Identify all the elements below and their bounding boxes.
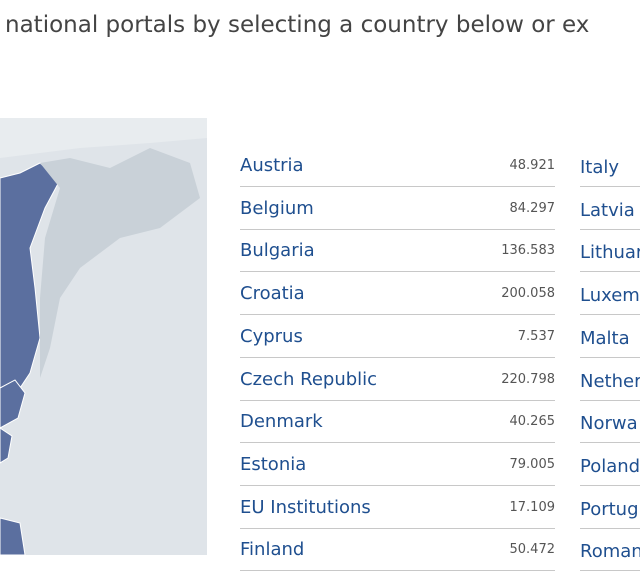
- row-divider: [240, 484, 555, 486]
- map-land: [0, 427, 13, 464]
- country-count: 84.297: [509, 200, 556, 216]
- map: [0, 118, 207, 555]
- country-link[interactable]: Finland: [240, 539, 305, 561]
- row-divider: [240, 186, 555, 187]
- country-link[interactable]: Roman: [580, 541, 640, 563]
- country-link[interactable]: Nether: [580, 370, 640, 392]
- map-land-nonmember: [40, 148, 200, 378]
- intro-text: national portals by selecting a country …: [5, 12, 590, 38]
- country-link[interactable]: Latvia: [580, 199, 635, 221]
- country-link[interactable]: Belgium: [240, 197, 314, 219]
- map-ice: [0, 118, 207, 158]
- row-divider: [240, 314, 555, 316]
- country-link[interactable]: Poland: [580, 455, 640, 477]
- country-link[interactable]: Denmark: [240, 411, 323, 433]
- country-link[interactable]: Czech Republic: [240, 368, 378, 390]
- country-link[interactable]: Lithuar: [580, 242, 640, 264]
- row-divider: [580, 527, 640, 529]
- country-link[interactable]: Estonia: [240, 453, 307, 475]
- country-count: 40.265: [509, 414, 556, 430]
- row-divider: [240, 228, 555, 230]
- map-land: [0, 379, 26, 429]
- country-count: 220.798: [501, 371, 555, 387]
- country-link[interactable]: EU Institutions: [240, 496, 371, 518]
- country-link[interactable]: Luxem: [580, 285, 640, 307]
- row-divider: [240, 399, 555, 401]
- row-divider: [580, 442, 640, 444]
- country-link[interactable]: Portug: [580, 498, 639, 520]
- country-link[interactable]: Italy: [580, 157, 620, 178]
- row-divider: [580, 186, 640, 187]
- row-divider: [580, 271, 640, 273]
- country-count: 136.583: [501, 243, 555, 259]
- page: national portals by selecting a country …: [0, 12, 640, 571]
- country-link[interactable]: Bulgaria: [240, 240, 315, 262]
- row-divider: [240, 527, 555, 529]
- row-divider: [580, 314, 640, 316]
- row-divider: [240, 442, 555, 444]
- country-count: 79.005: [509, 456, 556, 472]
- row-divider: [240, 271, 555, 273]
- country-count: 7.537: [517, 328, 555, 344]
- row-divider: [580, 399, 640, 401]
- country-count: 48.921: [509, 158, 556, 173]
- row-divider: [580, 228, 640, 230]
- country-count: 17.109: [509, 499, 556, 515]
- row-divider: [580, 356, 640, 358]
- country-count: 50.472: [509, 542, 556, 558]
- country-link[interactable]: Norwa: [580, 413, 638, 435]
- country-link[interactable]: Malta: [580, 327, 630, 349]
- country-link[interactable]: Austria: [240, 155, 304, 176]
- row-divider: [240, 356, 555, 358]
- row-divider: [580, 484, 640, 486]
- map-land: [0, 517, 26, 555]
- country-link[interactable]: Cyprus: [240, 325, 303, 347]
- country-count: 200.058: [501, 286, 555, 302]
- country-link[interactable]: Croatia: [240, 283, 305, 305]
